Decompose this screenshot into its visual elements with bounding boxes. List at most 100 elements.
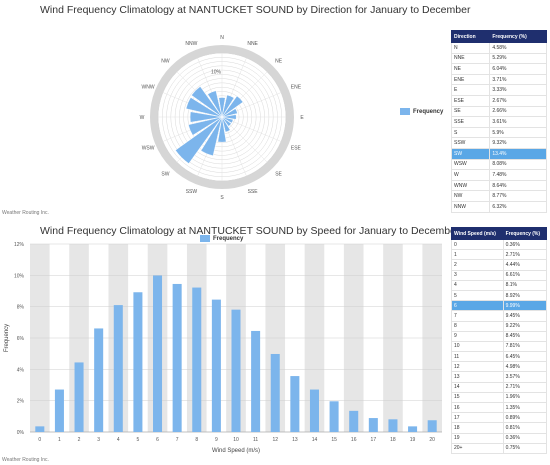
- x-tick-label: 18: [390, 437, 396, 443]
- direction-row: NNE 5.29%: [450, 53, 547, 65]
- direction-row: SSE 3.61%: [450, 116, 547, 128]
- x-tick-label: 4: [117, 437, 120, 443]
- speed-cell: 9: [451, 331, 504, 342]
- rose-direction-label: WSW: [142, 146, 155, 152]
- frequency-cell: 7.48%: [489, 169, 547, 181]
- x-tick-label: 9: [215, 437, 218, 443]
- speed-row: 17 0.89%: [451, 412, 548, 424]
- direction-row: NE 6.04%: [450, 63, 547, 75]
- rose-direction-label: S: [220, 195, 224, 201]
- rose-direction-label: SE: [275, 172, 282, 178]
- speed-bar-19: [408, 426, 418, 432]
- direction-column-header: Direction: [450, 30, 491, 43]
- speed-cell: 14: [451, 382, 504, 393]
- speed-frequency-table: Wind Speed (m/s) Frequency (%) 0 0.36% 1 2.…: [451, 227, 548, 454]
- rose-direction-label: N: [220, 35, 224, 41]
- speed-row: 3 6.61%: [451, 270, 548, 281]
- direction-cell: SSW: [450, 137, 491, 149]
- x-tick-label: 8: [195, 437, 198, 443]
- rose-bar-ene: [221, 108, 238, 118]
- direction-row: E 3.33%: [450, 84, 547, 96]
- x-tick-label: 19: [410, 437, 416, 443]
- frequency-cell: 4.98%: [503, 361, 548, 373]
- speed-row: 13 3.57%: [451, 371, 548, 383]
- speed-legend[interactable]: Frequency: [200, 235, 243, 242]
- rose-bar-e: [221, 114, 237, 120]
- speed-row: 0 0.36%: [451, 239, 548, 251]
- speed-bar-0: [35, 426, 45, 432]
- direction-row: SW 13.4%: [450, 148, 547, 160]
- direction-chart-title: Wind Frequency Climatology at NANTUCKET …: [40, 4, 471, 16]
- speed-bar-18: [388, 419, 398, 432]
- frequency-cell: 9.32%: [489, 137, 547, 149]
- direction-cell: ENE: [450, 74, 491, 86]
- x-tick-label: 14: [312, 437, 318, 443]
- speed-cell: 10: [451, 341, 504, 353]
- speed-bar-16: [349, 410, 359, 432]
- speed-bar-12: [270, 353, 280, 432]
- frequency-cell: 0.36%: [503, 239, 548, 251]
- frequency-cell: 8.08%: [489, 159, 547, 171]
- direction-row: W 7.48%: [450, 169, 547, 181]
- direction-cell: NE: [450, 63, 491, 75]
- y-axis-title: Frequency: [4, 324, 10, 352]
- speed-bar-1: [54, 389, 64, 432]
- speed-bar-3: [94, 328, 104, 432]
- frequency-cell: 2.66%: [489, 106, 547, 118]
- speed-row: 1 2.71%: [451, 249, 548, 261]
- speed-row: 12 4.98%: [451, 361, 548, 373]
- x-tick-label: 20: [429, 437, 435, 443]
- speed-cell: 6: [451, 300, 504, 312]
- y-tick-label: 4%: [17, 367, 25, 373]
- frequency-cell: 5.9%: [489, 127, 547, 139]
- speed-bar-9: [211, 299, 221, 432]
- direction-cell: E: [450, 84, 491, 96]
- frequency-cell: 8.64%: [489, 180, 547, 192]
- direction-legend[interactable]: Frequency: [400, 108, 443, 115]
- speed-cell: 16: [451, 402, 504, 414]
- y-tick-label: 12%: [14, 242, 25, 248]
- speed-row: 9 8.45%: [451, 331, 548, 342]
- direction-row: ESE 2.67%: [450, 95, 547, 107]
- rose-outer-band: [150, 45, 294, 189]
- frequency-cell: 6.61%: [503, 270, 548, 281]
- rose-direction-label: SSW: [186, 189, 198, 195]
- speed-cell: 18: [451, 422, 504, 434]
- frequency-cell: 5.29%: [489, 53, 547, 65]
- rose-bar-w: [189, 111, 223, 123]
- direction-cell: ESE: [450, 95, 491, 107]
- rose-direction-label: NNW: [185, 41, 197, 47]
- direction-cell: S: [450, 127, 491, 139]
- legend-swatch: [200, 235, 210, 242]
- speed-row: 4 8.1%: [451, 280, 548, 291]
- rose-bar-ese: [221, 116, 234, 124]
- direction-credit: Weather Routing Inc.: [2, 210, 49, 216]
- frequency-cell: 0.36%: [503, 433, 548, 444]
- speed-bar-10: [231, 309, 241, 432]
- rose-bar-sw: [175, 116, 223, 164]
- speed-bar-7: [172, 283, 182, 432]
- frequency-cell: 1.35%: [503, 402, 548, 414]
- x-tick-label: 10: [233, 437, 239, 443]
- x-tick-label: 3: [97, 437, 100, 443]
- rose-direction-label: ESE: [291, 146, 302, 152]
- speed-column-header: Wind Speed (m/s): [451, 227, 504, 240]
- x-tick-label: 15: [331, 437, 337, 443]
- frequency-cell: 3.71%: [489, 74, 547, 86]
- legend-label: Frequency: [213, 236, 244, 243]
- direction-cell: SW: [450, 148, 491, 160]
- speed-bar-14: [309, 389, 319, 432]
- rose-bar-s: [217, 116, 227, 143]
- direction-row: NW 8.77%: [450, 190, 547, 202]
- speed-row: 14 2.71%: [451, 382, 548, 393]
- legend-label: Frequency: [413, 109, 444, 116]
- speed-row: 20+ 0.75%: [451, 443, 548, 454]
- speed-cell: 8: [451, 321, 504, 332]
- x-tick-label: 17: [371, 437, 377, 443]
- y-tick-label: 6%: [17, 336, 25, 342]
- speed-chart-title: Wind Frequency Climatology at NANTUCKET …: [40, 225, 460, 237]
- frequency-cell: 6.04%: [489, 63, 547, 75]
- direction-row: S 5.9%: [450, 127, 547, 139]
- rose-bar-ne: [221, 95, 244, 118]
- speed-cell: 19: [451, 433, 504, 444]
